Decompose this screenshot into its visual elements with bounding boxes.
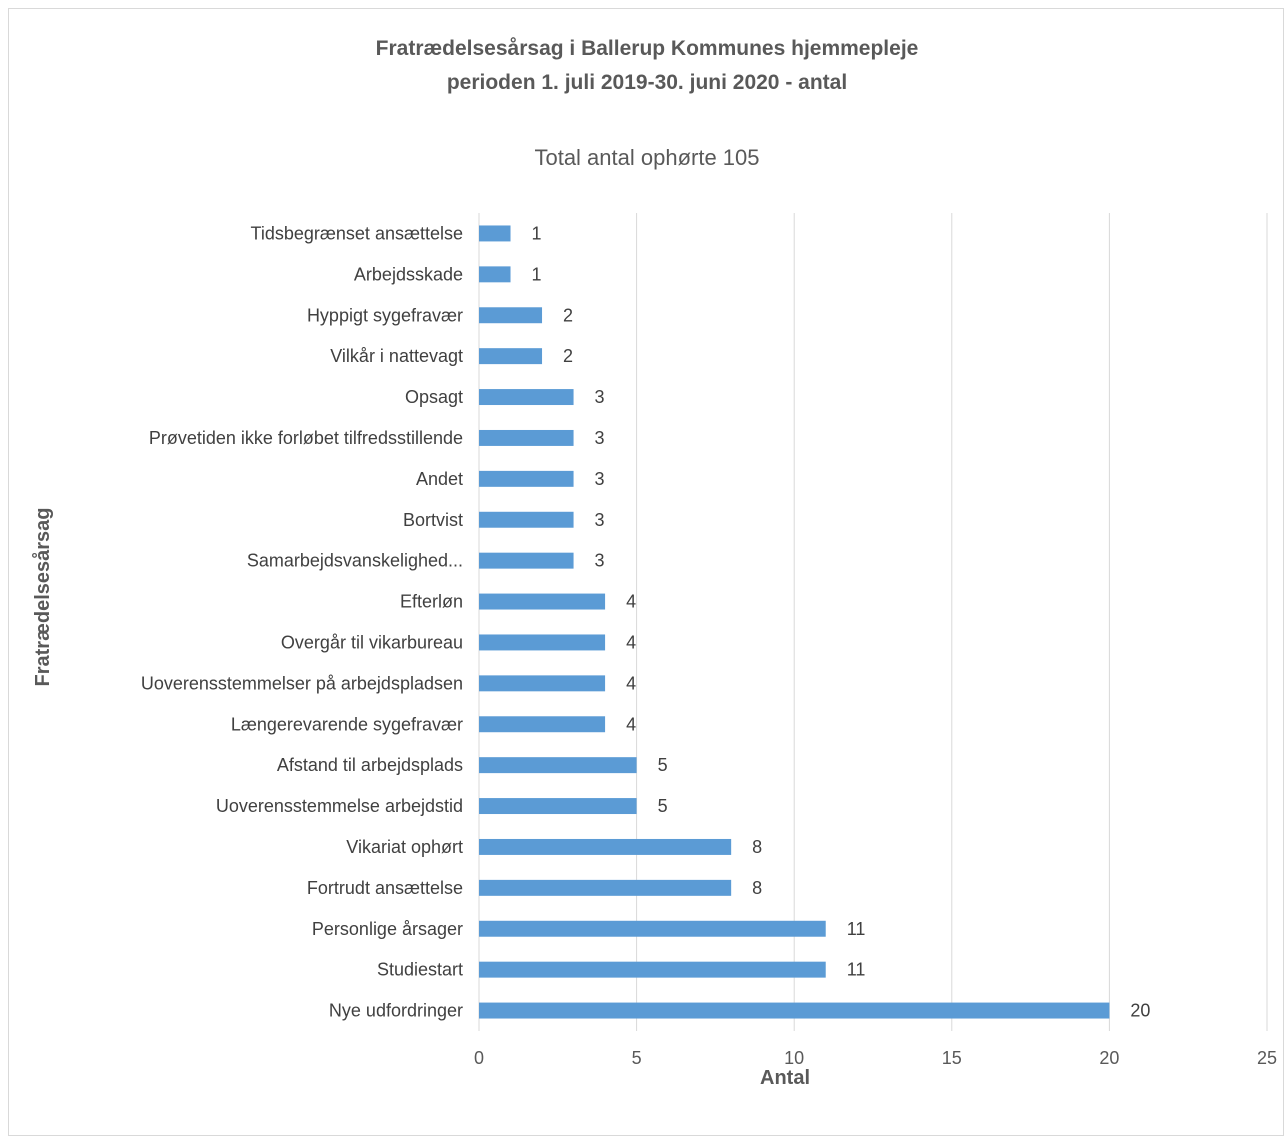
data-label-16: 8 <box>752 837 762 857</box>
data-label-10: 4 <box>626 592 636 612</box>
category-label-14: Afstand til arbejdsplads <box>277 755 463 775</box>
bar-5 <box>479 389 574 406</box>
bar-19 <box>479 961 826 978</box>
chart-title-line1: Fratrædelsesårsag i Ballerup Kommunes hj… <box>376 37 919 60</box>
category-label-5: Opsagt <box>405 387 463 407</box>
category-label-9: Samarbejdsvanskelighed... <box>247 551 463 571</box>
data-label-9: 3 <box>595 551 605 571</box>
bar-7 <box>479 470 574 487</box>
data-label-7: 3 <box>595 469 605 489</box>
data-label-5: 3 <box>595 387 605 407</box>
x-tick-label-25: 25 <box>1257 1048 1277 1068</box>
category-label-20: Nye udfordringer <box>329 1001 463 1021</box>
x-tick-labels: 0 5 10 15 20 25 <box>474 1048 1277 1068</box>
bar-11 <box>479 634 606 651</box>
category-label-7: Andet <box>416 469 463 489</box>
data-label-12: 4 <box>626 673 636 693</box>
category-label-18: Personlige årsager <box>312 919 463 939</box>
bar-6 <box>479 429 574 446</box>
data-label-19: 11 <box>847 960 866 980</box>
bar-14 <box>479 757 637 774</box>
x-tick-label-20: 20 <box>1099 1048 1119 1068</box>
bar-17 <box>479 879 732 896</box>
data-label-3: 2 <box>563 305 573 325</box>
category-label-6: Prøvetiden ikke forløbet tilfredsstillen… <box>149 428 463 448</box>
bar-18 <box>479 920 826 937</box>
bar-1 <box>479 225 511 242</box>
data-label-11: 4 <box>626 632 636 652</box>
bar-8 <box>479 511 574 528</box>
data-label-1: 1 <box>532 223 542 243</box>
chart-subtitle: Total antal ophørte 105 <box>534 145 759 170</box>
x-tick-label-0: 0 <box>474 1048 484 1068</box>
bar-2 <box>479 266 511 283</box>
data-label-8: 3 <box>595 510 605 530</box>
bar-12 <box>479 675 606 692</box>
x-tick-label-10: 10 <box>784 1048 804 1068</box>
bar-15 <box>479 798 637 815</box>
data-label-17: 8 <box>752 878 762 898</box>
data-label-6: 3 <box>595 428 605 448</box>
category-label-10: Efterløn <box>400 592 463 612</box>
category-label-11: Overgår til vikarbureau <box>281 632 463 652</box>
category-label-8: Bortvist <box>403 510 463 530</box>
x-tick-label-5: 5 <box>632 1048 642 1068</box>
category-labels: Tidsbegrænset ansættelse Arbejdsskade Hypp… <box>141 223 463 1020</box>
category-label-17: Fortrudt ansættelse <box>307 878 463 898</box>
bar-4 <box>479 348 543 365</box>
category-label-4: Vilkår i nattevagt <box>330 346 463 366</box>
data-label-20: 20 <box>1130 1001 1150 1021</box>
bar-3 <box>479 307 543 324</box>
x-axis-title: Antal <box>760 1067 810 1089</box>
gridlines <box>478 213 1268 1031</box>
y-axis-title: Fratrædelsesårsag <box>31 508 54 687</box>
bar-16 <box>479 838 732 855</box>
category-label-12: Uoverensstemmelser på arbejdspladsen <box>141 673 463 693</box>
data-label-14: 5 <box>658 755 668 775</box>
bars <box>479 225 1110 1019</box>
category-label-3: Hyppigt sygefravær <box>307 305 463 325</box>
category-label-16: Vikariat ophørt <box>346 837 463 857</box>
bar-chart: Fratrædelsesårsag i Ballerup Kommunes hj… <box>31 37 1277 1089</box>
chart-frame: Fratrædelsesårsag i Ballerup Kommunes hj… <box>8 8 1284 1136</box>
data-label-2: 1 <box>532 264 542 284</box>
category-label-15: Uoverensstemmelse arbejdstid <box>216 796 463 816</box>
category-label-13: Længerevarende sygefravær <box>231 714 463 734</box>
data-label-13: 4 <box>626 714 636 734</box>
data-label-18: 11 <box>847 919 866 939</box>
bar-20 <box>479 1002 1110 1019</box>
bar-13 <box>479 716 606 733</box>
category-label-19: Studiestart <box>377 960 463 980</box>
category-label-1: Tidsbegrænset ansættelse <box>251 223 463 243</box>
x-tick-label-15: 15 <box>942 1048 962 1068</box>
data-label-4: 2 <box>563 346 573 366</box>
bar-9 <box>479 552 574 569</box>
data-label-15: 5 <box>658 796 668 816</box>
chart-title-line2: perioden 1. juli 2019-30. juni 2020 - an… <box>447 71 847 94</box>
category-label-2: Arbejdsskade <box>354 264 463 284</box>
bar-10 <box>479 593 606 610</box>
